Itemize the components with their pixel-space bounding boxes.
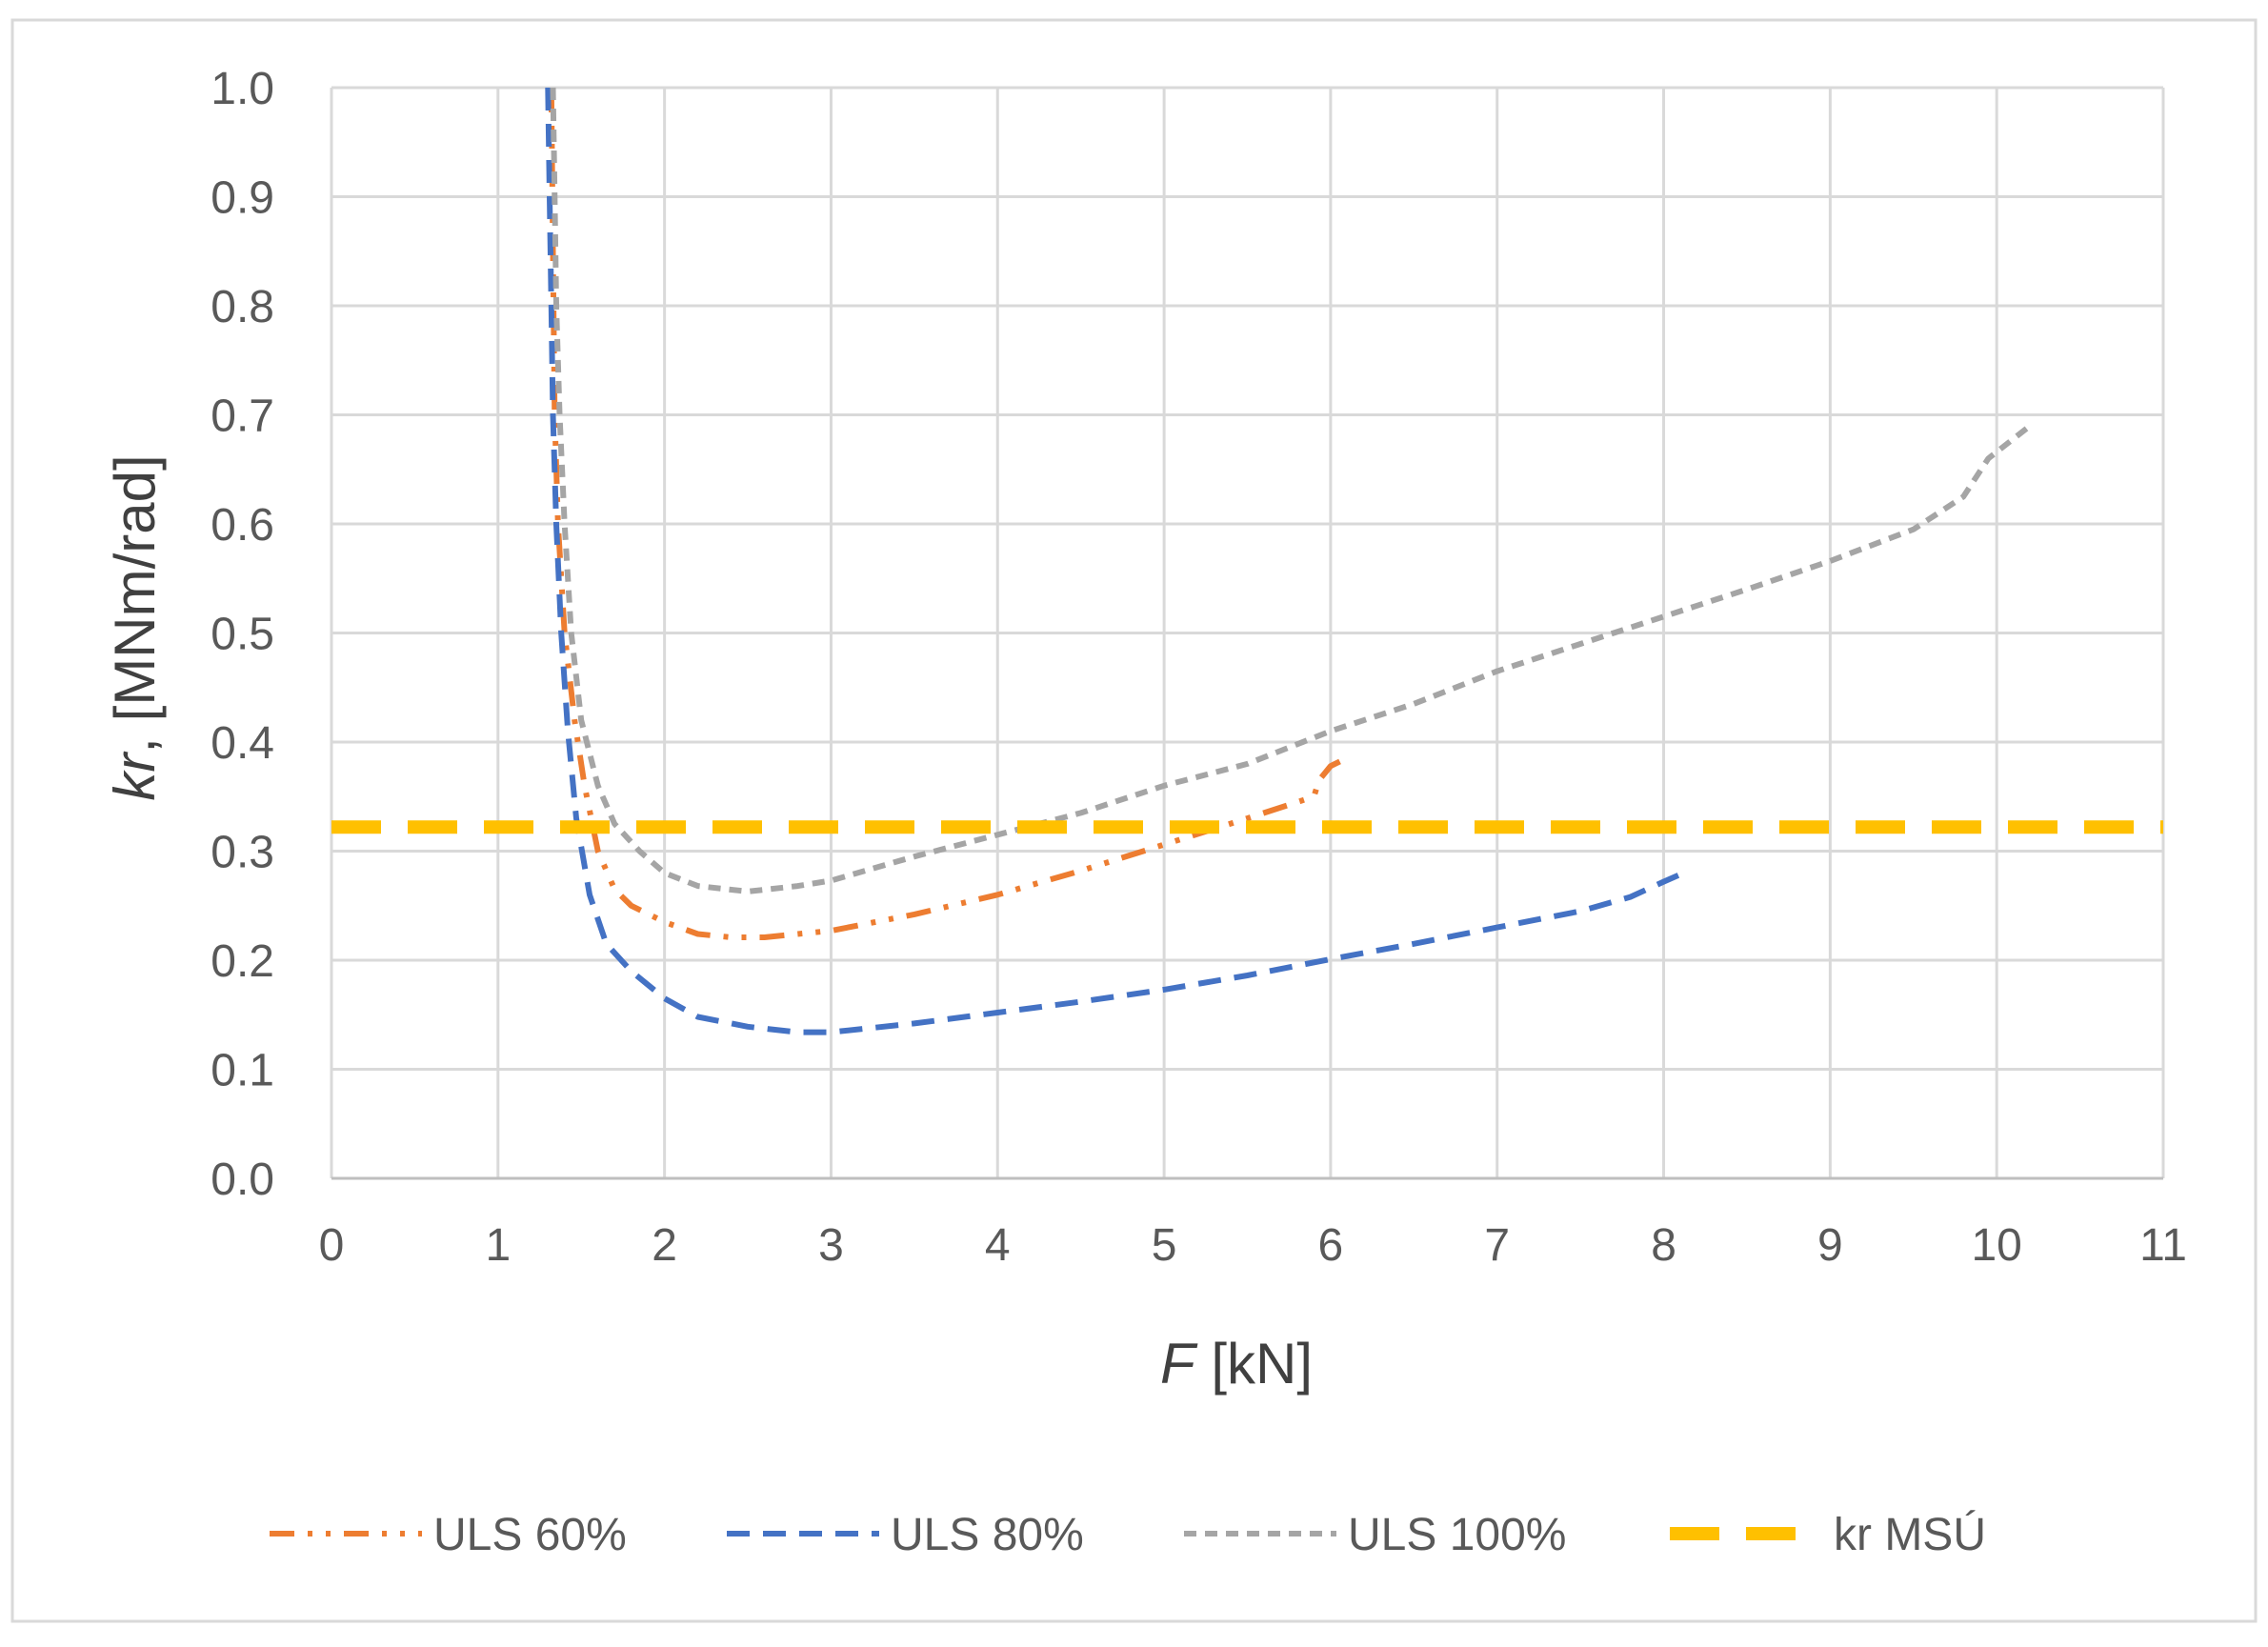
x-tick-label: 3 bbox=[818, 1220, 844, 1271]
legend: ULS 60% ULS 80% ULS 100% kr MSÚ bbox=[270, 1509, 1986, 1560]
x-axis-title: F [kN] bbox=[1160, 1332, 1313, 1396]
y-tick-label: 0.8 bbox=[211, 282, 274, 332]
y-tick-label: 0.2 bbox=[211, 936, 274, 987]
y-tick-label: 0.7 bbox=[211, 392, 274, 442]
series-lines bbox=[331, 87, 2163, 1035]
series-line-2 bbox=[545, 87, 1685, 1035]
legend-label: ULS 80% bbox=[891, 1510, 1084, 1560]
legend-label: ULS 100% bbox=[1348, 1510, 1566, 1560]
legend-label: kr MSÚ bbox=[1834, 1509, 1986, 1560]
tick-labels: 0 1 2 3 4 5 6 7 8 9 10 11 0.0 0.1 0.2 0.3 0.4 0.5 0.6 0.7 0.… bbox=[211, 64, 2187, 1271]
x-tick-label: 0 bbox=[319, 1220, 345, 1271]
series-line-3 bbox=[550, 87, 2032, 894]
series-line-1 bbox=[548, 87, 1346, 940]
y-tick-label: 0.9 bbox=[211, 173, 274, 224]
x-tick-label: 1 bbox=[485, 1220, 511, 1271]
y-tick-label: 0.4 bbox=[211, 718, 274, 769]
y-tick-label: 0.1 bbox=[211, 1046, 274, 1096]
gridlines bbox=[330, 86, 2165, 1180]
x-tick-label: 9 bbox=[1817, 1220, 1843, 1271]
x-tick-label: 7 bbox=[1484, 1220, 1510, 1271]
legend-label: ULS 60% bbox=[433, 1510, 627, 1560]
y-tick-label: 0.6 bbox=[211, 500, 274, 551]
x-tick-label: 4 bbox=[985, 1220, 1011, 1271]
y-tick-label: 0.3 bbox=[211, 828, 274, 878]
y-tick-label: 1.0 bbox=[211, 64, 274, 114]
y-axis-title: kr, [MNm/rad] bbox=[103, 454, 167, 800]
x-tick-label: 8 bbox=[1651, 1220, 1676, 1271]
x-tick-label: 2 bbox=[652, 1220, 677, 1271]
x-tick-label: 11 bbox=[2139, 1220, 2187, 1271]
x-tick-label: 10 bbox=[1971, 1220, 2021, 1271]
y-tick-label: 0.0 bbox=[211, 1155, 274, 1205]
y-tick-label: 0.5 bbox=[211, 610, 274, 660]
x-tick-label: 6 bbox=[1318, 1220, 1344, 1271]
x-tick-label: 5 bbox=[1152, 1220, 1177, 1271]
